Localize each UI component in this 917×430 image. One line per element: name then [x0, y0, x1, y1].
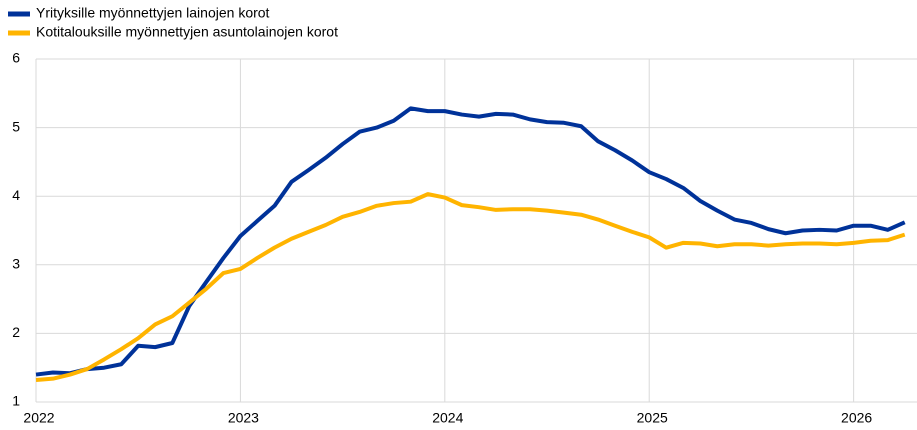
x-tick-label: 2026: [841, 410, 872, 426]
series-line: [35, 192, 906, 383]
y-tick-label: 1: [12, 393, 20, 409]
legend-label: Kotitalouksille myönnettyjen asuntolaino…: [36, 24, 338, 40]
x-tick-label: 2024: [432, 410, 463, 426]
y-tick-label: 2: [12, 324, 20, 340]
series-line: [35, 106, 906, 377]
y-tick-label: 4: [12, 187, 20, 203]
x-tick-label: 2022: [23, 410, 54, 426]
y-tick-label: 5: [12, 118, 20, 134]
x-tick-label: 2025: [637, 410, 668, 426]
legend-label: Yrityksille myönnettyjen lainojen korot: [36, 5, 270, 21]
x-tick-label: 2023: [228, 410, 259, 426]
y-tick-label: 6: [12, 50, 20, 66]
y-tick-label: 3: [12, 256, 20, 272]
